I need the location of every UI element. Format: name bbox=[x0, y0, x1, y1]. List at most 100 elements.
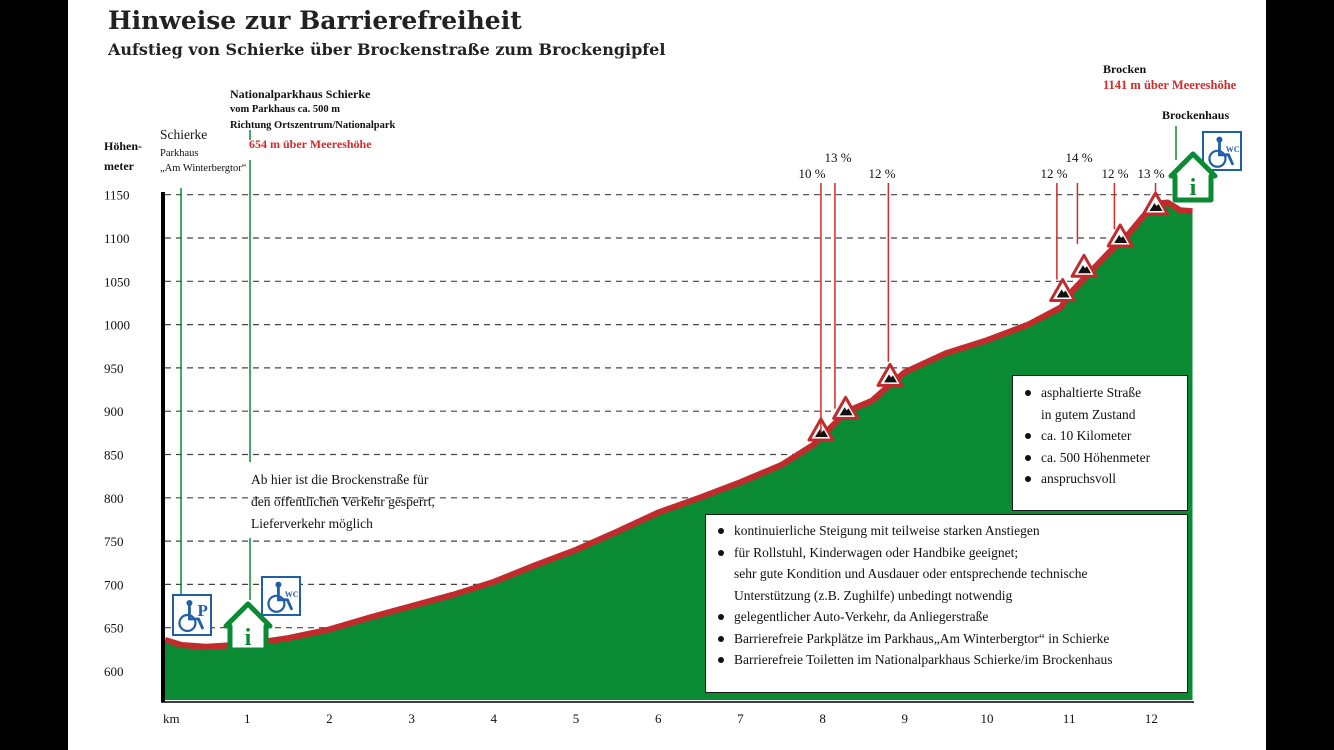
route-fact-item: ca. 10 Kilometer bbox=[1017, 425, 1187, 447]
x-tick-label: 11 bbox=[1063, 711, 1076, 726]
info-item: sehr gute Kondition und Ausdauer oder en… bbox=[734, 566, 1088, 581]
grade-label: 12 % bbox=[868, 166, 895, 181]
info-item: Barrierefreie Parkplätze im Parkhaus„Am … bbox=[710, 628, 1187, 650]
wheelchair-wheel bbox=[178, 613, 197, 633]
parkhaus-name-label: „Am Winterbergtor“ bbox=[160, 163, 247, 174]
warning-triangle-icon bbox=[1106, 223, 1134, 248]
y-axis-title: Höhen- bbox=[104, 139, 142, 153]
accessible-wc-icon-summit: WC bbox=[1202, 131, 1242, 171]
icons: P WC WC i i bbox=[172, 131, 1242, 653]
warning-triangle-outline bbox=[876, 362, 904, 387]
brocken-label: Brocken bbox=[1103, 62, 1146, 76]
x-tick-label: 10 bbox=[981, 711, 994, 726]
x-tick-label: 2 bbox=[326, 711, 333, 726]
y-tick-label: 700 bbox=[104, 577, 124, 592]
x-tick-label: 6 bbox=[655, 711, 662, 726]
y-axis: 600 650 700 750 800 850 900 950 1000 1050 1100 1150… bbox=[104, 139, 165, 702]
route-fact-item: in gutem Zustand bbox=[1041, 406, 1136, 422]
info-house-outline bbox=[223, 601, 273, 653]
warning-triangle-outline bbox=[832, 395, 860, 420]
info-item: Unterstützung (z.B. Zughilfe) unbedingt … bbox=[734, 587, 1013, 603]
y-tick-label: 800 bbox=[104, 491, 124, 506]
info-item: gelegentlicher Auto-Verkehr, da Anlieger… bbox=[710, 606, 1187, 628]
y-tick-label: 1100 bbox=[104, 231, 130, 246]
x-tick-label: 4 bbox=[491, 711, 498, 726]
y-tick-label: 950 bbox=[104, 361, 124, 376]
y-tick-label: 850 bbox=[104, 448, 124, 463]
road-closure-note: Lieferverkehr möglich bbox=[251, 516, 373, 531]
mountain-glyph bbox=[1077, 265, 1091, 274]
warning-triangle-outline bbox=[1142, 191, 1170, 216]
grade-label: 13 % bbox=[1137, 166, 1164, 181]
x-tick-label: 3 bbox=[408, 711, 415, 726]
grade-labels: 10 %13 %12 % 12 %14 %12 % 13 % bbox=[798, 150, 1165, 433]
route-fact-item: anspruchsvoll bbox=[1017, 468, 1187, 490]
mountain-glyph bbox=[839, 407, 853, 416]
x-axis-title: km bbox=[163, 711, 180, 726]
y-tick-label: 750 bbox=[104, 534, 124, 549]
grade-label: 13 % bbox=[824, 150, 851, 165]
chart-title: Hinweise zur Barrierefreiheit bbox=[108, 6, 522, 35]
warning-triangle-icon bbox=[1049, 278, 1077, 303]
warning-triangle-icon bbox=[1070, 253, 1098, 278]
warning-triangle-icon bbox=[832, 395, 860, 420]
warning-triangle-outline bbox=[1106, 223, 1134, 248]
direction-label: Richtung Ortszentrum/Nationalpark bbox=[230, 120, 396, 131]
grade-label: 12 % bbox=[1040, 166, 1067, 181]
road-closure-note: den öffentlichen Verkehr gesperrt, bbox=[251, 494, 435, 509]
chart-subtitle: Aufstieg von Schierke über Brockenstraße… bbox=[108, 40, 666, 59]
mountain-glyph bbox=[1114, 235, 1128, 243]
x-tick-label: 1 bbox=[244, 711, 251, 726]
nationalparkhaus-elevation: 654 m über Meereshöhe bbox=[249, 137, 372, 151]
y-tick-label: 1050 bbox=[104, 274, 130, 289]
wheelchair-head bbox=[275, 581, 282, 588]
x-tick-label: 8 bbox=[819, 711, 826, 726]
info-house-icon-summit: i bbox=[1168, 151, 1218, 203]
wheelchair-head bbox=[186, 600, 193, 606]
x-axis: km 1 2 3 4 5 6 7 8 9 10 11 12 bbox=[161, 701, 1194, 726]
y-tick-label: 900 bbox=[104, 404, 124, 419]
warning-triangle-icon bbox=[876, 362, 904, 387]
wc-label: WC bbox=[285, 590, 299, 599]
annotation-markers bbox=[807, 191, 1170, 442]
route-facts-box: asphaltierte Straße in gutem Zustand ca. 1… bbox=[1012, 375, 1188, 511]
mountain-glyph bbox=[814, 428, 828, 437]
wheelchair-head bbox=[1216, 136, 1223, 143]
x-tick-label: 7 bbox=[737, 711, 744, 726]
warning-triangle-outline bbox=[1070, 253, 1098, 278]
grade-label: 10 % bbox=[798, 166, 825, 181]
info-house-outline bbox=[1168, 151, 1218, 203]
info-letter: i bbox=[245, 625, 252, 651]
info-letter: i bbox=[1190, 175, 1197, 201]
y-axis-title: meter bbox=[104, 159, 135, 173]
brocken-elevation: 1141 m über Meereshöhe bbox=[1103, 78, 1237, 92]
info-house-icon: i bbox=[223, 601, 273, 653]
info-item: kontinuierliche Steigung mit teilweise s… bbox=[710, 520, 1187, 542]
location-labels: Schierke Parkhaus „Am Winterbergtor“ Nation… bbox=[160, 62, 1237, 600]
y-tick-label: 600 bbox=[104, 664, 124, 679]
y-tick-label: 1000 bbox=[104, 318, 130, 333]
y-tick-label: 1150 bbox=[104, 188, 130, 203]
mountain-glyph bbox=[1149, 202, 1163, 211]
warning-triangle-icon bbox=[1142, 191, 1170, 216]
schierke-label: Schierke bbox=[160, 127, 207, 142]
route-fact-item: asphaltierte Straße bbox=[1017, 382, 1187, 404]
accessible-wc-icon: WC bbox=[261, 576, 301, 616]
wc-label: WC bbox=[1226, 145, 1240, 154]
mountain-glyph bbox=[1056, 289, 1070, 298]
info-item: für Rollstuhl, Kinderwagen oder Handbike… bbox=[710, 542, 1187, 564]
distance-label: vom Parkhaus ca. 500 m bbox=[230, 104, 340, 115]
y-tick-label: 650 bbox=[104, 621, 124, 636]
brockenhaus-label: Brockenhaus bbox=[1162, 108, 1229, 122]
x-tick-label: 9 bbox=[902, 711, 909, 726]
grade-label: 12 % bbox=[1101, 166, 1128, 181]
x-tick-label: 12 bbox=[1145, 711, 1158, 726]
info-item: Barrierefreie Toiletten im Nationalparkh… bbox=[710, 649, 1187, 671]
road-closure-note: Ab hier ist die Brockenstraße für bbox=[251, 472, 429, 487]
accessible-parking-icon: P bbox=[172, 594, 212, 636]
x-tick-label: 5 bbox=[573, 711, 580, 726]
nationalparkhaus-label: Nationalparkhaus Schierke bbox=[230, 87, 371, 101]
parkhaus-label: Parkhaus bbox=[160, 148, 199, 159]
parking-letter: P bbox=[197, 601, 207, 620]
